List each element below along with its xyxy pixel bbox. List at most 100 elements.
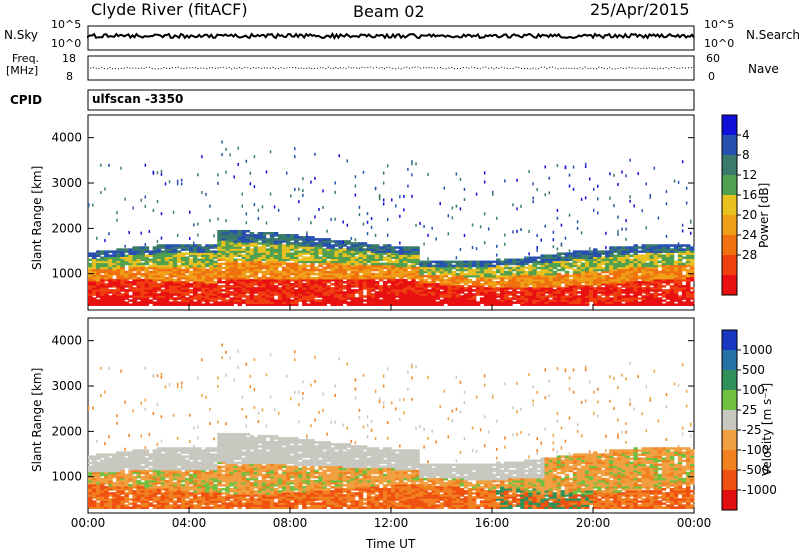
- power-cell: [419, 287, 424, 290]
- power-cell: [463, 299, 469, 302]
- velocity-cell: [189, 449, 194, 452]
- power-cell: [399, 299, 404, 302]
- power-cell: [221, 234, 226, 237]
- power-cell: [100, 285, 105, 288]
- power-cell: [257, 297, 263, 300]
- power-cell: [536, 303, 541, 306]
- power-cell: [100, 297, 105, 300]
- power-cell: [148, 283, 154, 286]
- power-cell: [576, 252, 582, 255]
- power-cell: [661, 272, 667, 276]
- power-cell: [556, 208, 559, 212]
- power-cell: [318, 240, 323, 243]
- power-cell: [273, 260, 279, 264]
- velocity-cell: [164, 459, 170, 463]
- power-cell: [213, 287, 218, 290]
- power-cell: [617, 291, 622, 294]
- power-cell: [128, 264, 133, 268]
- velocity-cell: [108, 486, 113, 489]
- power-cell: [265, 289, 271, 292]
- power-cell: [524, 287, 529, 290]
- power-cell: [128, 272, 133, 276]
- power-cell: [572, 262, 578, 266]
- velocity-cell: [96, 488, 101, 491]
- power-cell: [560, 264, 566, 268]
- power-cell: [366, 250, 372, 253]
- velocity-cell: [152, 461, 158, 465]
- power-cell: [677, 250, 683, 253]
- power-cell: [665, 254, 671, 257]
- power-cell: [544, 256, 550, 260]
- power-cell: [378, 197, 381, 201]
- power-cell: [334, 291, 339, 294]
- power-cell: [281, 262, 287, 266]
- power-cell: [520, 301, 525, 304]
- power-cell: [132, 287, 137, 290]
- power-cell: [572, 270, 578, 274]
- velocity-cell: [156, 403, 159, 407]
- velocity-cell: [132, 481, 137, 485]
- power-cell: [269, 274, 275, 278]
- power-cell: [241, 229, 247, 233]
- power-cell: [399, 272, 404, 276]
- velocity-cell: [184, 492, 190, 495]
- velocity-cell: [176, 477, 182, 481]
- power-cell: [516, 297, 521, 300]
- power-cell: [633, 244, 638, 247]
- power-cell: [552, 266, 558, 270]
- power-cell: [176, 252, 182, 255]
- power-cell: [556, 283, 562, 286]
- power-cell: [677, 276, 683, 280]
- power-cell: [269, 276, 275, 280]
- power-cell: [217, 236, 222, 239]
- power-cell: [205, 272, 210, 276]
- power-cell: [593, 208, 595, 212]
- velocity-cell: [108, 457, 113, 460]
- power-cell: [483, 283, 489, 286]
- power-cell: [508, 280, 513, 284]
- power-cell: [189, 244, 194, 247]
- power-cell: [657, 270, 663, 274]
- power-cell: [576, 258, 582, 262]
- power-cell: [249, 258, 255, 262]
- velocity-cell: [112, 465, 117, 469]
- power-cell: [338, 287, 344, 290]
- power-cell: [290, 254, 295, 257]
- power-cell: [281, 278, 287, 282]
- power-cell: [475, 264, 481, 268]
- power-cell: [645, 293, 651, 296]
- power-cell: [641, 270, 647, 274]
- power-cell: [298, 280, 303, 284]
- power-cell: [160, 244, 166, 247]
- power-cell: [164, 289, 170, 292]
- power-cell: [621, 289, 626, 292]
- velocity-cell: [168, 449, 174, 452]
- power-cell: [605, 295, 610, 298]
- power-cell: [217, 301, 222, 304]
- power-cell: [281, 295, 287, 298]
- power-cell: [665, 250, 671, 253]
- power-cell: [536, 283, 541, 286]
- velocity-cell: [189, 465, 194, 469]
- power-cell: [447, 262, 453, 266]
- velocity-cell: [160, 471, 166, 475]
- power-cell: [253, 291, 259, 294]
- power-cell: [334, 254, 339, 257]
- velocity-cell: [100, 502, 105, 505]
- power-cell: [601, 280, 606, 284]
- power-cell: [330, 256, 335, 260]
- power-cell: [281, 270, 287, 274]
- power-cell: [96, 236, 98, 240]
- power-cell: [92, 268, 97, 272]
- power-cell: [508, 262, 513, 266]
- power-cell: [512, 280, 517, 284]
- power-cell: [576, 291, 582, 294]
- velocity-cell: [172, 451, 178, 454]
- power-cell: [496, 268, 501, 272]
- power-cell: [552, 256, 558, 260]
- power-cell: [415, 299, 420, 302]
- power-cell: [261, 289, 267, 292]
- power-cell: [455, 303, 461, 306]
- power-cell: [520, 260, 525, 264]
- velocity-cell: [88, 477, 93, 481]
